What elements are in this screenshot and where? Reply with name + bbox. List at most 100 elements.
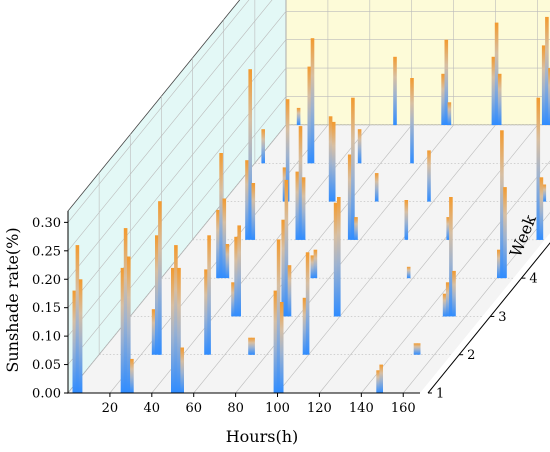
z-tick-label: 2: [467, 348, 475, 363]
x-tick-label: 60: [185, 401, 202, 416]
bars: [72, 16, 550, 394]
bar: [78, 279, 83, 394]
bar: [393, 56, 397, 126]
bar: [222, 198, 227, 279]
x-tick-label: 140: [349, 401, 374, 416]
bar: [305, 252, 310, 355]
bar: [416, 343, 421, 355]
bar: [404, 200, 409, 240]
bar: [357, 129, 362, 164]
bar: [548, 68, 550, 125]
bar: [234, 236, 238, 317]
bar: [542, 184, 547, 202]
bar: [503, 187, 507, 279]
bar: [248, 337, 252, 355]
bar: [155, 235, 159, 355]
bar: [541, 45, 546, 125]
bar: [427, 150, 431, 202]
bar: [295, 171, 300, 240]
bar: [219, 153, 223, 279]
bar: [180, 347, 184, 393]
wall-grid-line-value: [67, 67, 550, 337]
bar: [123, 228, 128, 393]
bar: [151, 309, 156, 355]
x-tick-label: 40: [144, 401, 161, 416]
bar: [296, 107, 301, 125]
x-tick-label: 20: [102, 401, 119, 416]
bar: [500, 130, 504, 279]
bar: [333, 202, 338, 317]
bar: [545, 16, 549, 125]
x-axis-title: Hours(h): [226, 427, 299, 446]
x-tick-label: 80: [227, 401, 244, 416]
bar: [410, 78, 414, 164]
x-tick-label: 160: [391, 401, 416, 416]
bar: [347, 154, 352, 240]
bar: [245, 160, 249, 240]
wall-grid-line-value: [67, 0, 273, 251]
bar: [444, 39, 449, 126]
bar: [491, 56, 496, 126]
bar: [446, 217, 450, 240]
y-tick-label: 0.00: [32, 387, 61, 402]
bar: [127, 256, 131, 393]
bar: [310, 255, 315, 279]
bar: [237, 225, 241, 317]
floor-grid-line-x: [235, 124, 454, 394]
y-axis-title: Sunshade rate(%): [3, 227, 22, 372]
bar: [445, 282, 450, 317]
floor-grid-line-x: [193, 124, 412, 394]
bar: [406, 266, 411, 279]
bar: [449, 197, 453, 317]
bar: [413, 343, 418, 355]
bar: [376, 370, 380, 394]
wall-grid-line-value: [67, 11, 550, 280]
z-tick-label: 1: [436, 387, 444, 402]
bar: [539, 177, 544, 240]
bar: [72, 290, 77, 393]
y-tick-label: 0.20: [32, 273, 61, 288]
bar: [204, 269, 208, 355]
bar: [313, 249, 318, 279]
y-tick-label: 0.25: [32, 244, 61, 259]
tick-labels: 20 40 60 80 100 120 140 160 0.00 0.05 0.10 0.15 0.20…: [32, 216, 538, 416]
bar: [452, 270, 456, 317]
bar: [282, 167, 287, 202]
bar: [536, 97, 541, 240]
bar: [331, 121, 336, 202]
y-tick-label: 0.30: [32, 216, 61, 231]
bar: [75, 245, 80, 393]
bar: [225, 244, 230, 279]
bar: [251, 183, 256, 240]
bar: [354, 217, 358, 240]
bar: [130, 358, 134, 393]
wall-grid-line-value: [67, 0, 250, 223]
wall-grid-line-value: [67, 96, 550, 365]
bar: [216, 209, 220, 279]
bar: [497, 73, 502, 125]
bar: [447, 102, 452, 126]
bar: [285, 99, 290, 202]
bar: [302, 297, 307, 355]
y-tick-label: 0.10: [32, 330, 61, 345]
z-tick-label: 3: [498, 310, 506, 325]
bar: [379, 364, 383, 393]
bar: [494, 22, 499, 126]
bar: [298, 126, 303, 240]
bar: [441, 73, 445, 125]
back-wall: [285, 0, 550, 126]
floor-grid-line-x: [361, 160, 550, 394]
bar: [281, 219, 285, 317]
bar: [301, 177, 306, 240]
bar: [171, 267, 175, 393]
y-tick-label: 0.15: [32, 301, 61, 316]
bar: [351, 97, 355, 240]
bar: [279, 302, 284, 393]
z-tick-label: 4: [529, 272, 537, 287]
bar: [174, 245, 178, 393]
floor-grid-line-x: [277, 124, 496, 394]
z-axis-line: [427, 242, 550, 394]
bar: [497, 249, 501, 279]
floor-grid-line-x: [403, 212, 550, 394]
